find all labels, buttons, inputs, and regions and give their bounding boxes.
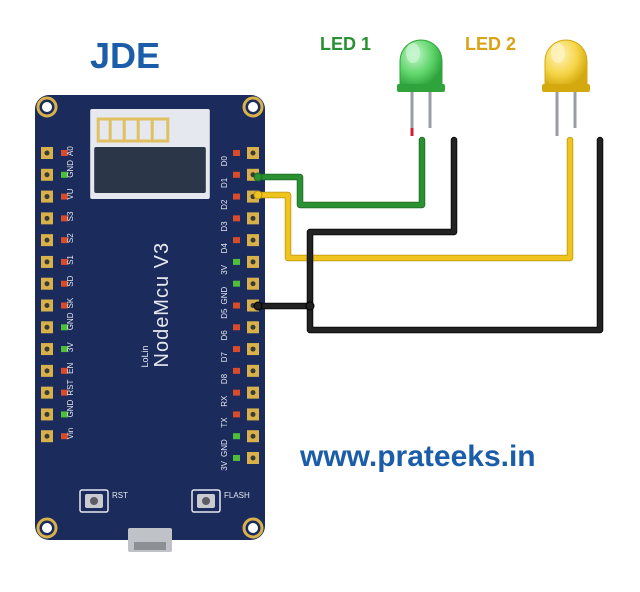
wire-d2-to-led2-anode [258, 140, 570, 258]
svg-text:LoLin: LoLin [140, 345, 150, 367]
nodemcu-board: A0 GND VU S3 S2 S1 SD SK GND 3V EN RST GND Vin D0 D1 D2 D… [35, 95, 265, 552]
svg-text:D3: D3 [220, 221, 229, 232]
svg-text:GND: GND [66, 399, 75, 417]
svg-text:SD: SD [66, 275, 75, 286]
svg-text:Vin: Vin [66, 428, 75, 439]
svg-text:RX: RX [220, 395, 229, 407]
svg-text:EN: EN [66, 363, 75, 374]
diagram-svg: A0 GND VU S3 S2 S1 SD SK GND 3V EN RST GND Vin D0 D1 D2 D… [0, 0, 640, 592]
svg-text:GND: GND [66, 312, 75, 330]
svg-text:GND: GND [220, 439, 229, 457]
svg-text:RST: RST [112, 491, 128, 500]
svg-text:D0: D0 [220, 155, 229, 166]
svg-text:NodeMcu V3: NodeMcu V3 [151, 242, 173, 368]
svg-text:D8: D8 [220, 373, 229, 384]
svg-text:GND: GND [220, 286, 229, 304]
svg-text:D1: D1 [220, 177, 229, 188]
led1-label: LED 1 [320, 34, 371, 54]
svg-text:S1: S1 [66, 255, 75, 265]
svg-text:FLASH: FLASH [224, 491, 250, 500]
svg-text:D7: D7 [220, 352, 229, 363]
svg-text:3V: 3V [220, 264, 229, 274]
led2-label: LED 2 [465, 34, 516, 54]
svg-text:D6: D6 [220, 330, 229, 341]
svg-text:D4: D4 [220, 243, 229, 254]
svg-text:D2: D2 [220, 199, 229, 210]
circuit-diagram: JDE www.prateeks.in A0GNDVUS3S2S1SDSKGND… [0, 0, 640, 592]
svg-text:VU: VU [66, 188, 75, 199]
svg-text:3V: 3V [220, 460, 229, 470]
led1 [397, 40, 445, 136]
svg-text:RST: RST [66, 380, 75, 396]
svg-text:TX: TX [220, 417, 229, 428]
led-group: LED 1 LED 2 [320, 34, 590, 136]
svg-text:D5: D5 [220, 308, 229, 319]
svg-text:A0: A0 [66, 146, 75, 156]
svg-text:GND: GND [66, 160, 75, 178]
wire-group [254, 140, 600, 330]
svg-text:3V: 3V [66, 342, 75, 352]
svg-text:S3: S3 [66, 211, 75, 221]
svg-text:S2: S2 [66, 233, 75, 243]
svg-text:SK: SK [66, 297, 75, 308]
led2 [542, 40, 590, 136]
